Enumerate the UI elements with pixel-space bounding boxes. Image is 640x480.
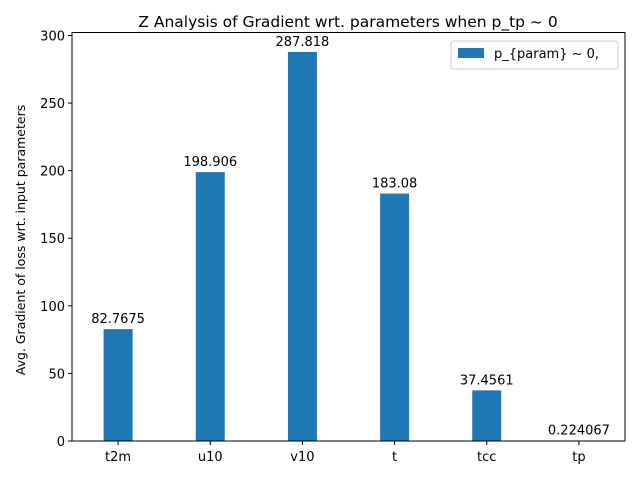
plot-frame: [71, 32, 626, 442]
bar-v10: [287, 51, 317, 442]
y-tick-label-250: 250: [40, 97, 65, 112]
x-axis-ticks: t2m u10 v10 t tcc tp: [105, 441, 586, 465]
bar-value-label-t: 183.08: [372, 177, 418, 192]
bar-u10: [195, 172, 225, 441]
legend-box: [450, 40, 619, 70]
legend-swatch: [458, 48, 484, 58]
y-tick-label-50: 50: [48, 367, 65, 382]
legend-label: p_{param} ~ 0,: [494, 47, 599, 62]
y-tick-label-100: 100: [40, 300, 65, 315]
bar-t2m: [103, 329, 133, 441]
legend: p_{param} ~ 0,: [450, 40, 619, 70]
bar-value-label-v10: 287.818: [276, 35, 330, 50]
y-axis-ticks: 0 50 100 150 200 250 300: [40, 29, 72, 450]
y-tick-label-200: 200: [40, 165, 65, 180]
chart-title: Z Analysis of Gradient wrt. parameters w…: [138, 13, 557, 32]
y-tick-label-150: 150: [40, 232, 65, 247]
bar-tcc: [472, 390, 502, 441]
bar-t: [380, 193, 410, 441]
y-axis-label: Avg. Gradient of loss wrt. input paramet…: [13, 105, 28, 375]
bar-value-label-t2m: 82.7675: [91, 312, 145, 327]
y-tick-label-0: 0: [57, 435, 65, 450]
x-tick-label-t: t: [392, 450, 397, 465]
x-tick-label-v10: v10: [290, 450, 314, 465]
x-tick-label-tcc: tcc: [477, 450, 496, 465]
bars-group: [103, 51, 594, 442]
bar-value-labels: 82.7675 198.906 287.818 183.08 37.4561 0.2240…: [91, 35, 610, 439]
bar-value-label-tcc: 37.4561: [460, 373, 514, 388]
x-tick-label-t2m: t2m: [105, 450, 131, 465]
x-tick-label-u10: u10: [198, 450, 223, 465]
x-tick-label-tp: tp: [572, 450, 585, 465]
y-tick-label-300: 300: [40, 29, 65, 44]
bar-value-label-tp: 0.224067: [548, 424, 610, 439]
bar-value-label-u10: 198.906: [183, 155, 237, 170]
